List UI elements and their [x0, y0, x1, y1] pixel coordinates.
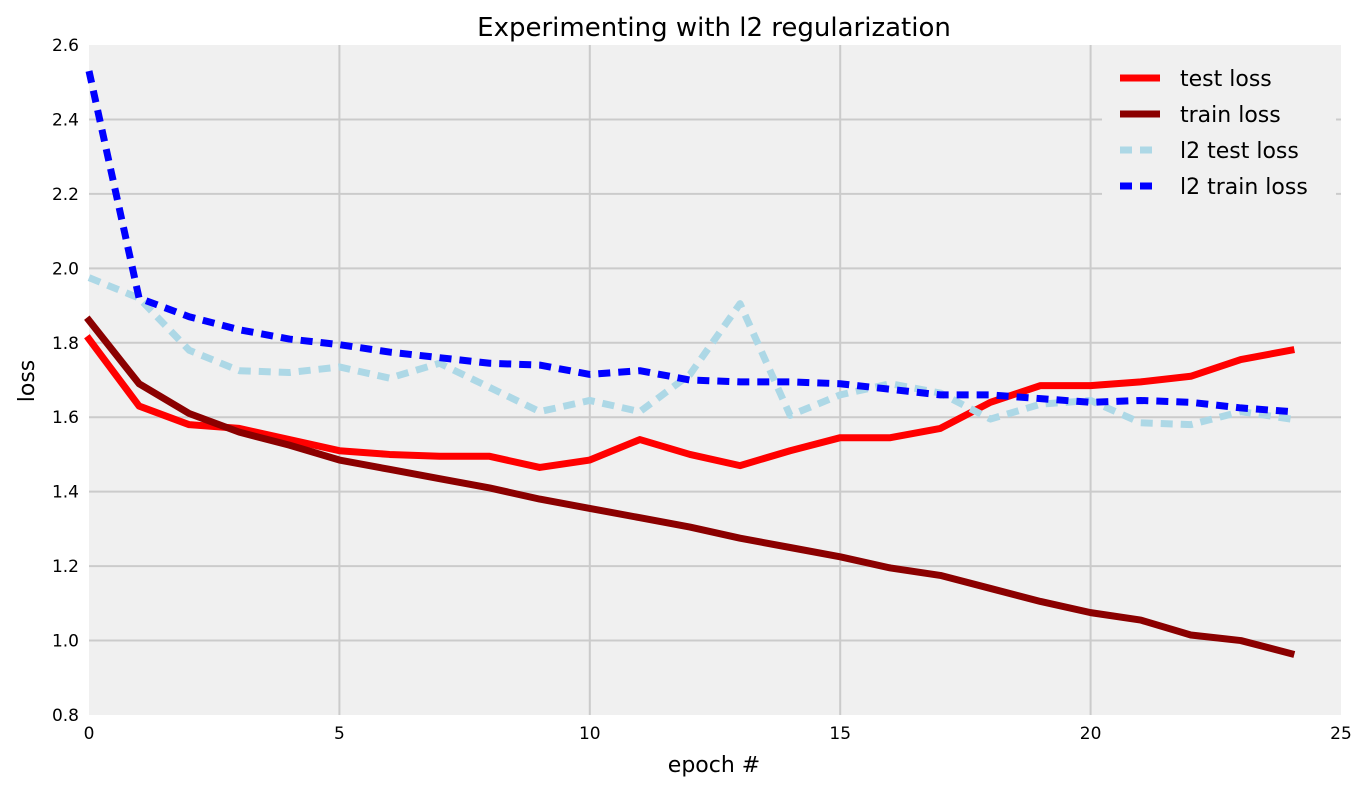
chart-title: Experimenting with l2 regularization [477, 13, 951, 43]
legend-label: l2 train loss [1180, 175, 1308, 200]
series-line-test-loss [84, 334, 1296, 471]
legend-items: test loss train loss l2 test loss l2 train … [1120, 67, 1308, 200]
x-tick-label: 0 [84, 724, 95, 744]
x-axis-ticks: 0 5 10 15 20 25 [84, 724, 1352, 744]
y-axis-label: loss [15, 360, 40, 403]
y-tick-label: 2.4 [52, 110, 79, 130]
y-tick-label: 1.0 [52, 632, 79, 652]
legend-label: test loss [1180, 67, 1272, 92]
legend-label: l2 test loss [1180, 139, 1299, 164]
series-line-l2-train-loss [85, 70, 1292, 416]
series-line-l2-test-loss [87, 274, 1292, 429]
series-lines [84, 70, 1296, 658]
x-tick-label: 20 [1080, 724, 1102, 744]
y-tick-label: 2.6 [52, 36, 79, 56]
x-tick-label: 15 [829, 724, 851, 744]
y-tick-label: 0.8 [52, 706, 79, 726]
x-axis-label: epoch # [668, 753, 760, 778]
legend-label: train loss [1180, 103, 1281, 128]
y-tick-label: 2.2 [52, 185, 79, 205]
y-tick-label: 1.8 [52, 334, 79, 354]
y-axis-ticks: 0.8 1.0 1.2 1.4 1.6 1.8 2.0 2.2 2.4 2.6 [52, 36, 79, 726]
x-tick-label: 5 [334, 724, 345, 744]
y-tick-label: 1.4 [52, 483, 79, 503]
series-line-train-loss [84, 315, 1296, 658]
y-tick-label: 2.0 [52, 259, 79, 279]
x-tick-label: 10 [579, 724, 601, 744]
legend: test loss train loss l2 test loss l2 train … [1102, 56, 1336, 208]
y-tick-label: 1.2 [52, 557, 79, 577]
y-tick-label: 1.6 [52, 408, 79, 428]
x-tick-label: 25 [1330, 724, 1352, 744]
